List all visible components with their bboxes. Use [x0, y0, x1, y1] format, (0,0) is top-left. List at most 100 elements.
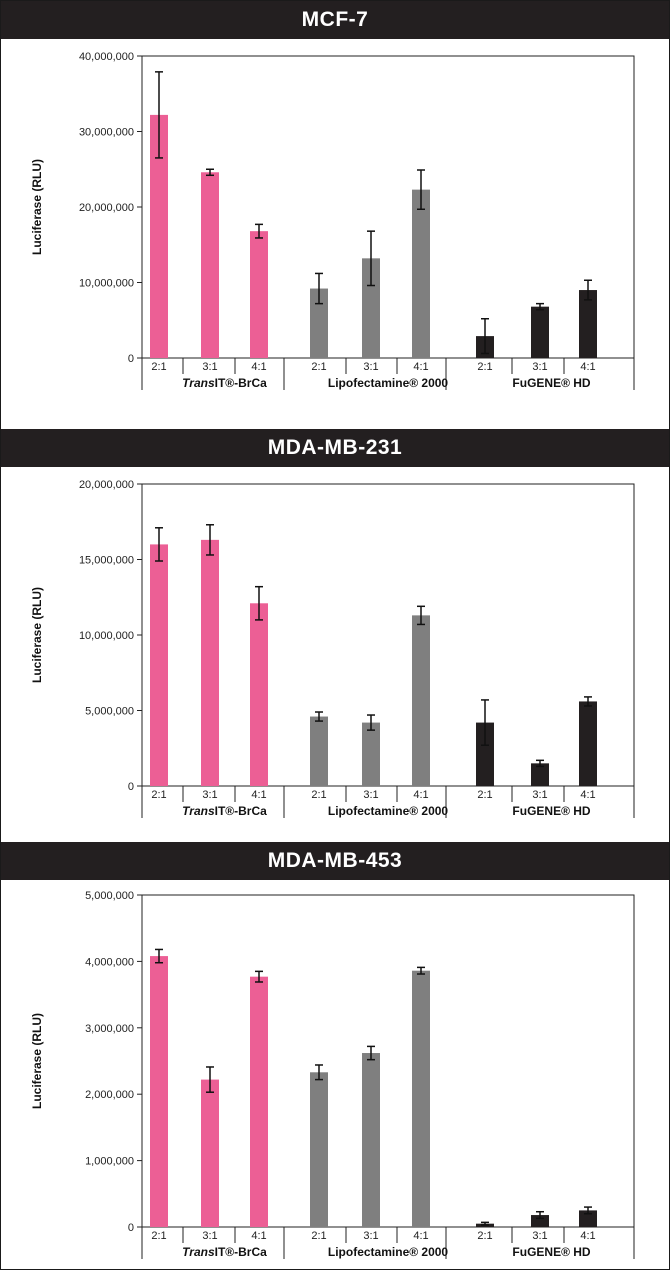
bar [579, 1210, 597, 1227]
chart-mda-mb-231: 0 5,000,000 10,000,000 15,000,000 20,000,000… [30, 479, 635, 818]
y-tick-label: 0 [128, 781, 134, 793]
y-tick-label: 30,000,000 [79, 127, 134, 139]
group-label-rest: FuGENE® HD [512, 1245, 591, 1259]
category-label: 3:1 [363, 361, 378, 373]
category-label: 3:1 [532, 789, 547, 801]
category-label: 4:1 [580, 361, 595, 373]
group-label-italic: Trans [182, 804, 215, 818]
category-label: 3:1 [363, 1230, 378, 1242]
category-label: 4:1 [251, 1230, 266, 1242]
group-label: TransIT®-BrCa [182, 804, 267, 818]
y-tick-label: 3,000,000 [85, 1023, 134, 1035]
plot-area [141, 894, 635, 1228]
bar [201, 539, 219, 786]
category-label: 4:1 [251, 789, 266, 801]
y-tick-label: 40,000,000 [79, 51, 134, 63]
group-label: TransIT®-BrCa [182, 376, 267, 390]
y-tick-label: 10,000,000 [79, 278, 134, 290]
bar [476, 722, 494, 786]
category-label: 3:1 [363, 789, 378, 801]
y-tick-label: 4,000,000 [85, 956, 134, 968]
y-axis-label: Luciferase (RLU) [30, 1013, 44, 1109]
category-label: 3:1 [202, 361, 217, 373]
bar [362, 258, 380, 358]
panel-mda-mb-453: MDA-MB-453 0 1,000,000 2,000,000 3,000,000 4… [1, 842, 669, 1268]
category-label: 3:1 [202, 1230, 217, 1242]
bar [412, 615, 430, 786]
bar [250, 231, 268, 358]
chart-mda-mb-453: 0 1,000,000 2,000,000 3,000,000 4,000,000 5,0… [30, 890, 635, 1259]
bar [150, 544, 168, 786]
bar [362, 722, 380, 786]
category-label: 4:1 [580, 1230, 595, 1242]
group-label-rest: Lipofectamine® 2000 [328, 1245, 449, 1259]
chart-mcf7: 0 10,000,000 20,000,000 30,000,000 40,000,00… [30, 51, 635, 390]
y-tick-label: 1,000,000 [85, 1156, 134, 1168]
bar [250, 976, 268, 1227]
bar [310, 716, 328, 786]
y-tick-label: 15,000,000 [79, 555, 134, 567]
category-label: 2:1 [151, 361, 166, 373]
category-label: 4:1 [413, 1230, 428, 1242]
bar [201, 1079, 219, 1227]
group-label: Lipofectamine® 2000 [328, 804, 449, 818]
y-tick-label: 5,000,000 [85, 706, 134, 718]
group-label: FuGENE® HD [512, 1245, 591, 1259]
group-label: FuGENE® HD [512, 376, 591, 390]
bar [412, 189, 430, 358]
bar [531, 1215, 549, 1227]
category-label: 4:1 [413, 789, 428, 801]
category-label: 3:1 [202, 789, 217, 801]
group-label-rest: IT®-BrCa [215, 376, 268, 390]
category-label: 2:1 [477, 789, 492, 801]
group-label-italic: Trans [182, 1245, 215, 1259]
category-label: 4:1 [580, 789, 595, 801]
group-label-italic: Trans [182, 376, 215, 390]
panel-title: MDA-MB-453 [1, 842, 669, 880]
bar [150, 956, 168, 1227]
panel-mda-mb-231: MDA-MB-231 0 5,000,000 10,000,000 15,000,00… [1, 429, 669, 827]
bar [579, 701, 597, 786]
bar [531, 763, 549, 786]
category-label: 2:1 [477, 361, 492, 373]
group-label: Lipofectamine® 2000 [328, 1245, 449, 1259]
y-tick-label: 0 [128, 353, 134, 365]
group-label-rest: Lipofectamine® 2000 [328, 804, 449, 818]
bar [201, 172, 219, 358]
bar [412, 970, 430, 1227]
category-label: 2:1 [477, 1230, 492, 1242]
panel-title: MDA-MB-231 [1, 429, 669, 467]
bar [531, 306, 549, 358]
category-label: 2:1 [311, 1230, 326, 1242]
group-label-rest: IT®-BrCa [215, 804, 268, 818]
group-label: Lipofectamine® 2000 [328, 376, 449, 390]
category-label: 4:1 [413, 361, 428, 373]
category-label: 3:1 [532, 361, 547, 373]
bar [150, 114, 168, 358]
y-axis-label: Luciferase (RLU) [30, 587, 44, 683]
y-tick-label: 20,000,000 [79, 202, 134, 214]
y-tick-label: 10,000,000 [79, 630, 134, 642]
y-axis-label: Luciferase (RLU) [30, 159, 44, 255]
category-label: 4:1 [251, 361, 266, 373]
bar [579, 290, 597, 358]
bar [310, 288, 328, 358]
bar [362, 1053, 380, 1227]
group-label-rest: Lipofectamine® 2000 [328, 376, 449, 390]
category-label: 2:1 [311, 361, 326, 373]
category-label: 3:1 [532, 1230, 547, 1242]
group-label-rest: FuGENE® HD [512, 376, 591, 390]
bar [250, 603, 268, 786]
panel-mcf7: MCF-7 0 10,000,000 20,000,000 30,000,000 40,… [1, 1, 669, 397]
y-tick-label: 2,000,000 [85, 1089, 134, 1101]
category-label: 2:1 [151, 789, 166, 801]
y-tick-label: 5,000,000 [85, 890, 134, 902]
group-label: TransIT®-BrCa [182, 1245, 267, 1259]
group-label-rest: IT®-BrCa [215, 1245, 268, 1259]
group-label: FuGENE® HD [512, 804, 591, 818]
category-label: 2:1 [151, 1230, 166, 1242]
category-label: 2:1 [311, 789, 326, 801]
y-tick-label: 20,000,000 [79, 479, 134, 491]
group-label-rest: FuGENE® HD [512, 804, 591, 818]
panel-title: MCF-7 [1, 1, 669, 39]
